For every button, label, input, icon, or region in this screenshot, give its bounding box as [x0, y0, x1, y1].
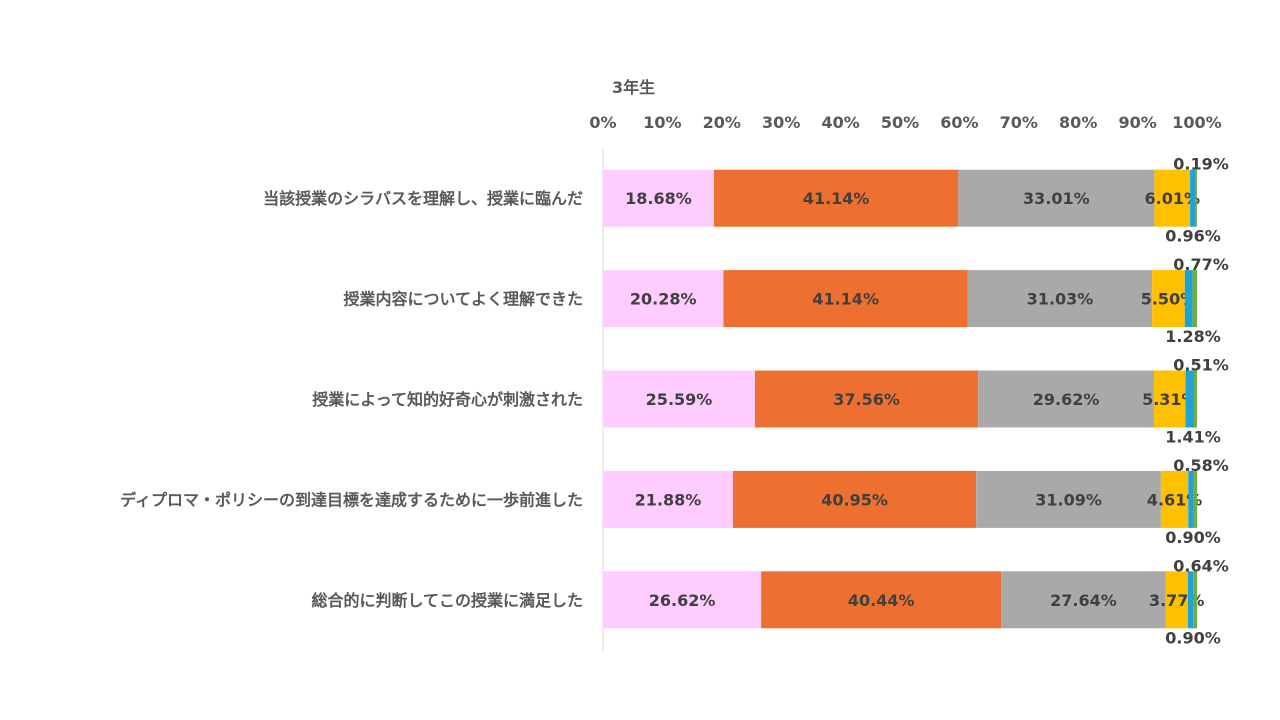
data-label: 5.50%: [1141, 290, 1197, 309]
bar-segment: [1193, 571, 1198, 629]
data-label: 0.19%: [1173, 155, 1229, 174]
bar-segment: [1001, 571, 1166, 629]
x-tick-label: 100%: [1172, 113, 1221, 132]
chart-title: 3年生: [612, 78, 655, 97]
data-label: 20.28%: [630, 290, 697, 309]
bar-segment: [958, 169, 1155, 227]
x-tick-label: 90%: [1118, 113, 1156, 132]
data-label: 6.01%: [1145, 189, 1201, 208]
data-label: 21.88%: [635, 490, 702, 509]
bar-segment: [603, 370, 756, 428]
bar-segment: [1160, 470, 1189, 528]
bar-segment: [1193, 470, 1198, 528]
x-tick-label: 50%: [881, 113, 919, 132]
category-label: 総合的に判断してこの授業に満足した: [311, 591, 583, 610]
bar-segment: [1192, 270, 1197, 328]
x-tick-label: 40%: [821, 113, 859, 132]
category-label: 授業内容についてよく理解できた: [343, 290, 583, 309]
x-tick-label: 80%: [1059, 113, 1097, 132]
bar-segment: [967, 270, 1153, 328]
data-label: 41.14%: [812, 290, 879, 309]
bar-segment: [603, 470, 733, 528]
data-label: 27.64%: [1050, 591, 1117, 610]
bar-segment: [1154, 370, 1186, 428]
data-label: 5.31%: [1142, 390, 1198, 409]
bar-segment: [1185, 370, 1194, 428]
bar-segment: [1190, 169, 1196, 227]
bar-segment: [603, 270, 724, 328]
bar-segment: [603, 571, 762, 629]
bar-segment: [755, 370, 979, 428]
data-label: 0.90%: [1165, 628, 1221, 647]
bar-segment: [1188, 470, 1194, 528]
data-label: 31.09%: [1035, 490, 1102, 509]
x-tick-label: 70%: [1000, 113, 1038, 132]
data-label: 25.59%: [646, 390, 713, 409]
x-tick-label: 20%: [703, 113, 741, 132]
bar-segment: [732, 470, 977, 528]
data-label: 0.58%: [1173, 456, 1229, 475]
data-label: 0.96%: [1165, 227, 1221, 246]
data-label: 18.68%: [625, 189, 692, 208]
bar-segment: [1184, 270, 1193, 328]
bar-segment: [723, 270, 968, 328]
bar-segment: [1154, 169, 1191, 227]
x-tick-label: 0%: [589, 113, 616, 132]
category-label: 授業によって知的好奇心が刺激された: [312, 390, 583, 409]
data-label: 26.62%: [649, 591, 716, 610]
bar-segment: [1193, 370, 1197, 428]
bar-segment: [761, 571, 1002, 629]
x-tick-label: 60%: [940, 113, 978, 132]
data-label: 40.44%: [848, 591, 915, 610]
data-label: 0.90%: [1165, 528, 1221, 547]
data-label: 40.95%: [821, 490, 888, 509]
data-label: 1.41%: [1165, 428, 1221, 447]
data-label: 0.64%: [1173, 556, 1229, 575]
bar-segment: [976, 470, 1161, 528]
data-label: 31.03%: [1027, 290, 1094, 309]
data-label: 0.77%: [1173, 255, 1229, 274]
category-label: 当該授業のシラバスを理解し、授業に臨んだ: [263, 189, 583, 208]
data-label: 33.01%: [1023, 189, 1090, 208]
bar-segment: [603, 169, 714, 227]
x-tick-label: 10%: [643, 113, 681, 132]
bar-segment: [713, 169, 959, 227]
bar-segment: [978, 370, 1155, 428]
bar-segment: [1187, 571, 1194, 629]
bar-segment: [1195, 169, 1197, 227]
data-label: 29.62%: [1033, 390, 1100, 409]
category-label: ディプロマ・ポリシーの到達目標を達成するために一歩前進した: [120, 490, 583, 509]
data-label: 41.14%: [803, 189, 870, 208]
data-label: 0.51%: [1173, 356, 1229, 375]
bar-segment: [1165, 571, 1188, 629]
data-label: 1.28%: [1165, 327, 1221, 346]
data-label: 37.56%: [833, 390, 900, 409]
x-tick-label: 30%: [762, 113, 800, 132]
bar-segment: [1152, 270, 1185, 328]
